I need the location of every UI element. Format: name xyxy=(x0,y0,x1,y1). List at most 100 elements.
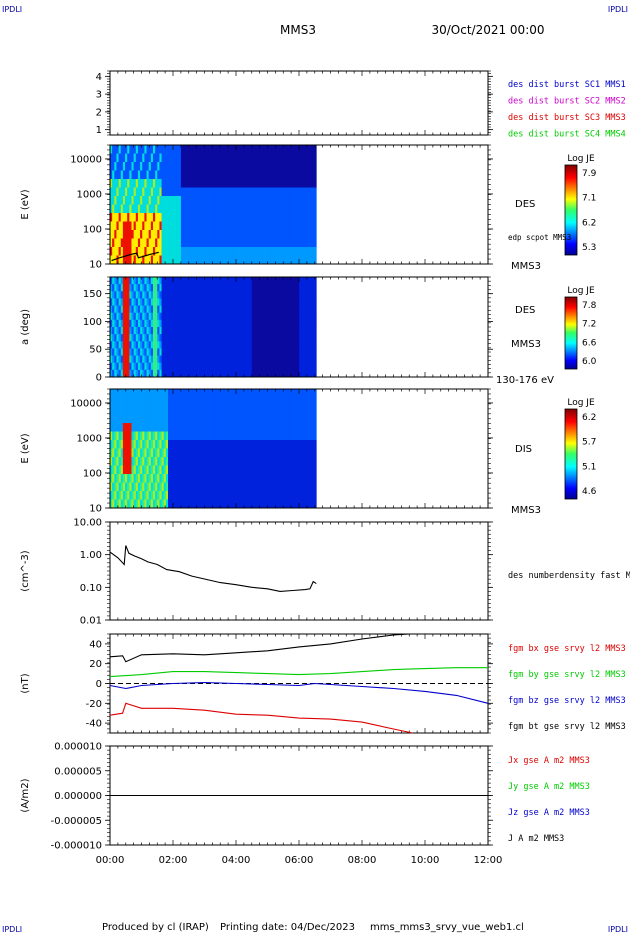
spectrogram-cell xyxy=(144,334,147,342)
spectrogram-cell xyxy=(208,247,212,256)
spectrogram-cell xyxy=(249,179,253,188)
spectrogram-cell xyxy=(206,162,210,171)
spectrogram-cell xyxy=(174,196,177,205)
spectrogram-cell xyxy=(279,196,283,205)
spectrogram-cell xyxy=(183,465,186,475)
spectrogram-cell xyxy=(187,474,190,483)
spectrogram-cell xyxy=(140,448,143,458)
spectrogram-cell xyxy=(232,348,235,356)
spectrogram-cell xyxy=(168,341,171,349)
spectrogram-cell xyxy=(230,440,233,449)
spectrogram-cell xyxy=(303,247,306,256)
spectrogram-cell xyxy=(195,474,199,483)
spectrogram-cell xyxy=(125,414,128,424)
spectrogram-cell xyxy=(193,277,197,285)
spectrogram-cell xyxy=(133,196,137,205)
spectrogram-cell xyxy=(146,170,149,180)
spectrogram-cell xyxy=(176,145,180,154)
spectrogram-cell xyxy=(112,406,115,415)
spectrogram-cell xyxy=(290,319,293,328)
spectrogram-cell xyxy=(290,355,293,364)
spectrogram-cell xyxy=(307,298,311,306)
spectrogram-cell xyxy=(129,482,132,492)
spectrogram-cell xyxy=(135,327,139,335)
spectrogram-cell xyxy=(185,204,188,214)
spectrogram-cell xyxy=(127,440,130,449)
spectrogram-cell xyxy=(129,491,132,500)
spectrogram-cell xyxy=(127,230,130,239)
y-tick-label: 10 xyxy=(89,260,102,271)
spectrogram-cell xyxy=(208,319,212,328)
spectrogram-cell xyxy=(157,457,160,466)
spectrogram-cell xyxy=(260,397,263,407)
spectrogram-cell xyxy=(144,162,147,171)
spectrogram-cell xyxy=(290,341,293,349)
spectrogram-cell xyxy=(185,431,188,441)
spectrogram-cell xyxy=(168,327,171,335)
spectrogram-cell xyxy=(277,187,281,197)
spectrogram-cell xyxy=(279,305,283,314)
spectrogram-cell xyxy=(168,482,171,492)
spectrogram-cell xyxy=(112,196,115,205)
spectrogram-cell xyxy=(251,196,255,205)
spectrogram-cell xyxy=(185,440,188,449)
spectrogram-cell xyxy=(256,204,259,214)
spectrogram-cell xyxy=(142,482,145,492)
spectrogram-cell xyxy=(232,448,235,458)
spectrogram-cell xyxy=(312,255,315,265)
spectrogram-cell xyxy=(211,397,214,407)
spectrogram-cell xyxy=(170,406,173,415)
spectrogram-cell xyxy=(277,355,281,364)
spectrogram-cell xyxy=(275,406,278,415)
spectrogram-cell xyxy=(135,170,139,180)
spectrogram-cell xyxy=(135,474,139,483)
panel-right-label: DES xyxy=(515,199,535,210)
spectrogram-cell xyxy=(116,334,119,342)
spectrogram-cell xyxy=(127,491,130,500)
spectrogram-cell xyxy=(135,230,139,239)
spectrogram-cell xyxy=(185,423,188,432)
spectrogram-cell xyxy=(200,423,203,432)
spectrogram-cell xyxy=(215,389,218,398)
spectrogram-cell xyxy=(249,355,253,364)
colorbar xyxy=(564,408,578,500)
spectrogram-cell xyxy=(172,179,175,188)
spectrogram-cell xyxy=(178,196,182,205)
spectrogram-cell xyxy=(312,187,315,197)
spectrogram-cell xyxy=(146,305,149,314)
spectrogram-cell xyxy=(125,170,128,180)
spectrogram-cell xyxy=(292,327,296,335)
spectrogram-cell xyxy=(305,362,309,371)
spectrogram-cell xyxy=(161,230,165,239)
spectrogram-cell xyxy=(273,499,276,509)
spectrogram-cell xyxy=(150,369,154,378)
spectrogram-cell xyxy=(286,334,289,342)
spectrogram-cell xyxy=(264,499,268,509)
spectrogram-cell xyxy=(189,448,192,458)
spectrogram-cell xyxy=(213,298,216,306)
spectrogram-cell xyxy=(159,247,162,256)
spectrogram-cell xyxy=(290,474,293,483)
spectrogram-cell xyxy=(118,305,122,314)
spectrogram-cell xyxy=(127,145,130,154)
spectrogram-cell xyxy=(178,362,182,371)
spectrogram-cell xyxy=(277,448,281,458)
spectrogram-cell xyxy=(245,255,248,265)
spectrogram-cell xyxy=(165,145,169,154)
spectrogram-cell xyxy=(275,423,278,432)
spectrogram-cell xyxy=(290,312,293,321)
spectrogram-cell xyxy=(163,491,167,500)
spectrogram-cell xyxy=(260,153,263,163)
spectrogram-cell xyxy=(155,423,158,432)
spectrogram-cell xyxy=(305,491,309,500)
spectrogram-cell xyxy=(226,355,229,364)
spectrogram-cell xyxy=(296,187,300,197)
spectrogram-cell xyxy=(309,491,313,500)
spectrogram-cell xyxy=(245,247,248,256)
spectrogram-cell xyxy=(144,389,147,398)
spectrogram-cell xyxy=(301,230,304,239)
spectrogram-cell xyxy=(191,465,195,475)
spectrogram-cell xyxy=(256,230,259,239)
spectrogram-cell xyxy=(152,341,156,349)
spectrogram-cell xyxy=(112,362,115,371)
